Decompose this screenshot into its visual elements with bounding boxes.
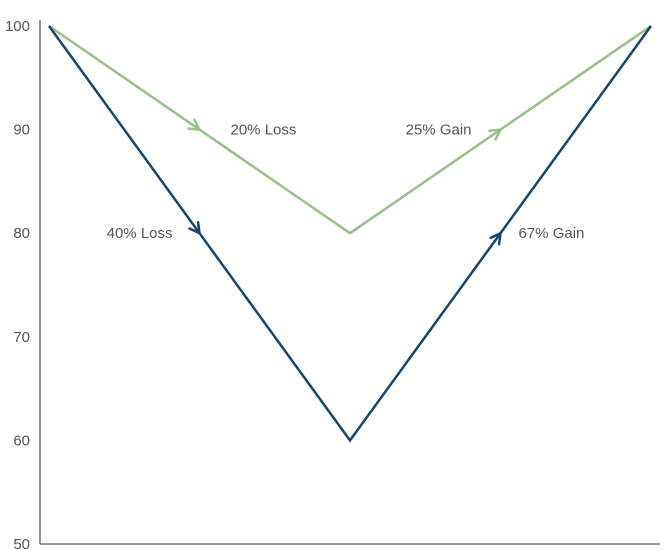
arrow-icon bbox=[187, 118, 201, 131]
y-tick-label: 50 bbox=[13, 536, 30, 550]
annotation-label: 67% Gain bbox=[519, 225, 585, 242]
arrow-icon bbox=[188, 221, 201, 235]
series-line-1 bbox=[48, 24, 652, 235]
y-tick-label: 80 bbox=[13, 225, 30, 242]
axes bbox=[39, 20, 660, 545]
y-tick-labels: 50 60 70 80 90 100 bbox=[5, 18, 30, 550]
annotation-label: 25% Gain bbox=[406, 122, 472, 139]
series-line-2 bbox=[47, 25, 653, 443]
direction-arrows bbox=[187, 118, 502, 246]
annotation-label: 40% Loss bbox=[107, 225, 173, 242]
y-tick-label: 70 bbox=[13, 329, 30, 346]
arrow-icon bbox=[488, 128, 502, 141]
y-tick-label: 100 bbox=[5, 18, 30, 35]
arrow-icon bbox=[489, 231, 502, 246]
annotations: 20% Loss 25% Gain 40% Loss 67% Gain bbox=[107, 122, 585, 243]
y-tick-label: 90 bbox=[13, 122, 30, 139]
y-tick-label: 60 bbox=[13, 432, 30, 449]
series-lines bbox=[47, 24, 653, 443]
annotation-label: 20% Loss bbox=[231, 122, 297, 139]
